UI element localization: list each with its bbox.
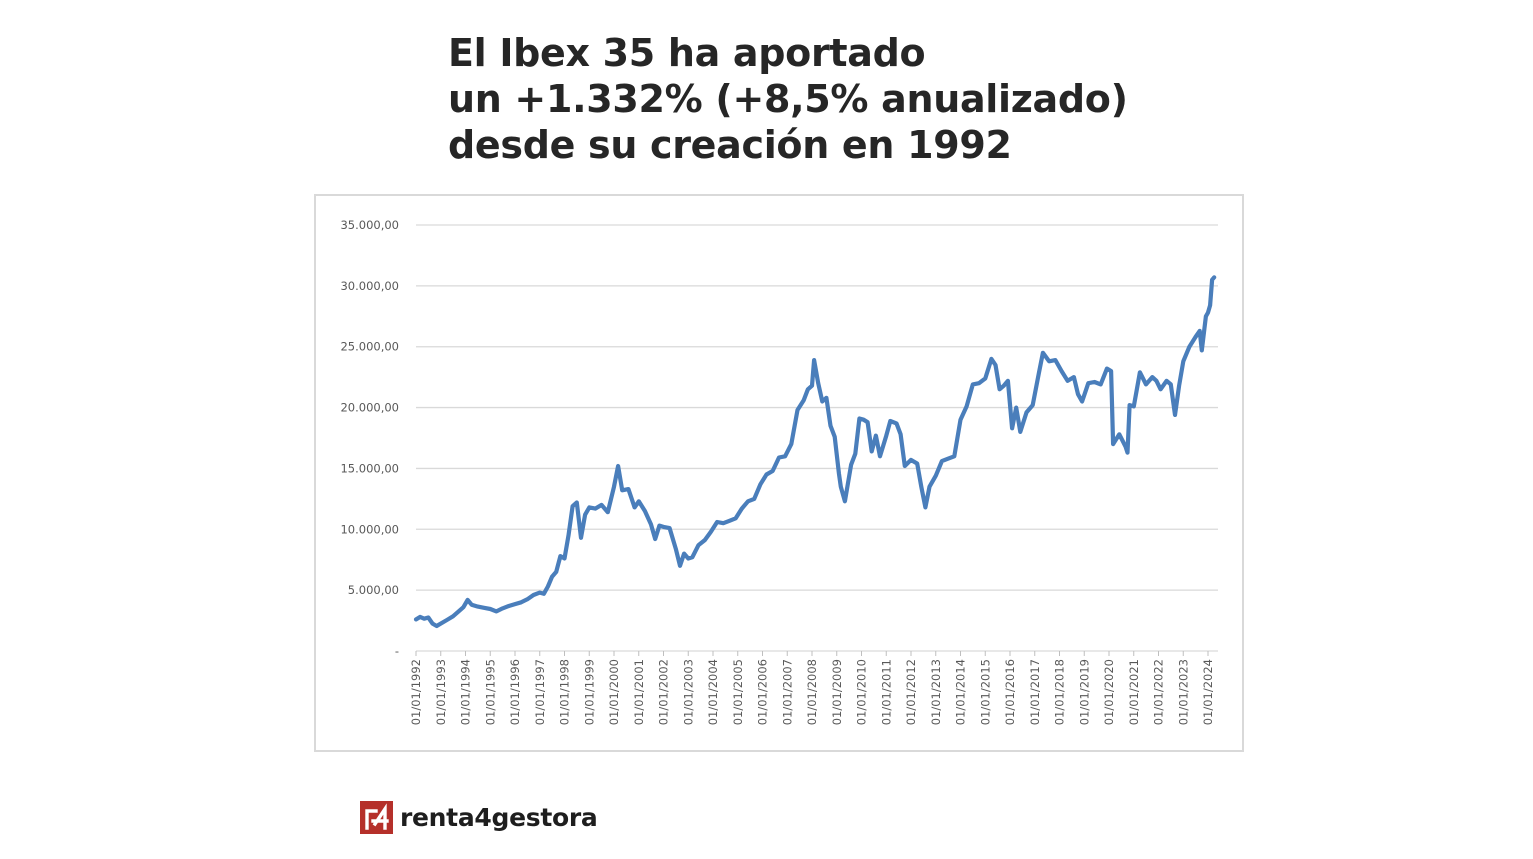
x-tick-label: 01/01/2014 — [954, 659, 968, 725]
brand-name: renta4gestora — [400, 802, 598, 832]
x-tick-label: 01/01/1998 — [558, 659, 572, 725]
title-line-1: El Ibex 35 ha aportado — [448, 31, 926, 75]
x-tick-label: 01/01/2001 — [632, 659, 646, 725]
x-tick-label: 01/01/2015 — [978, 659, 992, 725]
x-tick-label: 01/01/1994 — [459, 659, 473, 725]
x-tick-label: 01/01/2018 — [1053, 659, 1067, 725]
r4-logo-icon — [365, 802, 389, 830]
x-tick-label: 01/01/2009 — [830, 659, 844, 725]
x-tick-label: 01/01/2000 — [607, 659, 621, 725]
x-tick-label: 01/01/2021 — [1127, 659, 1141, 725]
x-tick-label: 01/01/1995 — [483, 659, 497, 725]
brand-logo — [360, 800, 393, 834]
x-tick-label: 01/01/2016 — [1003, 659, 1017, 725]
x-tick-label: 01/01/1999 — [582, 659, 596, 725]
x-tick-label: 01/01/2022 — [1152, 659, 1166, 725]
x-tick-label: 01/01/2010 — [855, 659, 869, 725]
x-tick-label: 01/01/2020 — [1102, 659, 1116, 725]
line-chart: - 5.000,00 10.000,00 15.000,00 20.000,00 25.0… — [340, 218, 1218, 725]
y-tick-label: 5.000,00 — [348, 583, 399, 597]
x-tick-label: 01/01/1996 — [508, 659, 522, 725]
x-tick-label: 01/01/2019 — [1077, 659, 1091, 725]
x-tick-label: 01/01/1997 — [533, 659, 547, 725]
x-tick-label: 01/01/2017 — [1028, 659, 1042, 725]
x-tick-label: 01/01/2007 — [780, 659, 794, 725]
x-tick-label: 01/01/2023 — [1176, 659, 1190, 725]
x-tick-label: 01/01/2011 — [879, 659, 893, 725]
x-tick-label: 01/01/2008 — [805, 659, 819, 725]
x-tick-label: 01/01/2005 — [731, 659, 745, 725]
y-tick-label: 20.000,00 — [340, 401, 399, 415]
x-tick-label: 01/01/2002 — [657, 659, 671, 725]
x-tick-label: 01/01/1992 — [409, 659, 423, 725]
x-tick-label: 01/01/2012 — [904, 659, 918, 725]
x-tick-label: 01/01/2004 — [706, 659, 720, 725]
x-tick-label: 01/01/2013 — [929, 659, 943, 725]
chart-frame: - 5.000,00 10.000,00 15.000,00 20.000,00 25.0… — [314, 194, 1244, 752]
y-tick-label: 35.000,00 — [340, 218, 399, 232]
y-tick-label: 30.000,00 — [340, 279, 399, 293]
x-tick-label: 01/01/2024 — [1201, 659, 1215, 725]
title-line-3: desde su creación en 1992 — [448, 123, 1012, 167]
series-line-ibex35 — [413, 275, 1217, 629]
x-tick-label: 01/01/2003 — [681, 659, 695, 725]
y-tick-label: 15.000,00 — [340, 461, 399, 475]
page-title: El Ibex 35 ha aportado un +1.332% (+8,5%… — [448, 30, 1128, 168]
x-tick-label: 01/01/2006 — [756, 659, 770, 725]
y-tick-label: 25.000,00 — [340, 340, 399, 354]
y-tick-label: 10.000,00 — [340, 522, 399, 536]
title-line-2: un +1.332% (+8,5% anualizado) — [448, 77, 1128, 121]
brand: renta4gestora — [360, 800, 598, 834]
x-tick-label: 01/01/1993 — [434, 659, 448, 725]
y-tick-label: - — [395, 644, 399, 658]
